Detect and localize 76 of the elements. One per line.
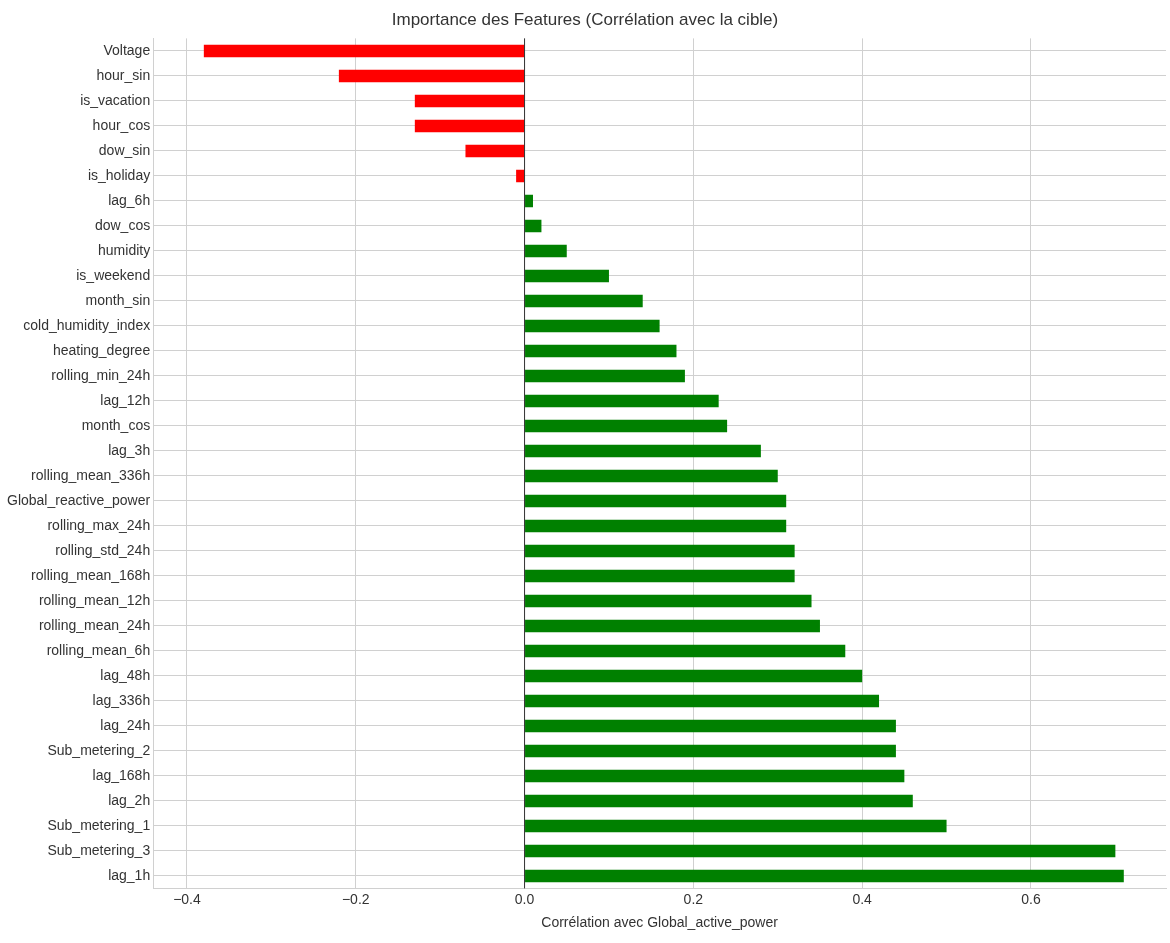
bar — [525, 819, 947, 833]
y-tick-label: lag_168h — [92, 766, 151, 783]
y-tick-label: lag_12h — [100, 391, 151, 408]
bar — [414, 94, 525, 108]
bar — [525, 669, 863, 683]
y-tick-label: rolling_mean_24h — [38, 616, 151, 633]
y-tick-label: Sub_metering_1 — [47, 816, 151, 833]
y-tick-label: month_sin — [85, 291, 151, 308]
bar — [525, 769, 905, 783]
y-tick-label: is_vacation — [80, 91, 151, 108]
bar — [525, 419, 728, 433]
y-tick-label: hour_sin — [96, 66, 151, 83]
x-tick-label: 0.0 — [514, 890, 535, 907]
x-tick-label: 0.4 — [852, 890, 873, 907]
y-tick-label: is_weekend — [76, 266, 151, 283]
y-tick-label: rolling_min_24h — [51, 366, 151, 383]
x-tick-label: −0.4 — [173, 890, 201, 907]
y-tick-label: rolling_mean_168h — [31, 566, 151, 583]
bar — [525, 269, 609, 283]
bar — [525, 544, 795, 558]
y-tick-label: Sub_metering_2 — [47, 741, 151, 758]
bar — [525, 319, 660, 333]
bar — [525, 519, 787, 533]
y-tick-label: rolling_max_24h — [47, 516, 151, 533]
y-tick-label: rolling_mean_6h — [46, 641, 151, 658]
bar — [525, 744, 896, 758]
y-tick-label: is_holiday — [87, 166, 151, 183]
bar — [525, 369, 685, 383]
x-tick-label: 0.2 — [683, 890, 704, 907]
bar — [516, 169, 525, 183]
y-tick-label: lag_6h — [108, 191, 151, 208]
y-tick-label: lag_1h — [108, 866, 151, 883]
bar — [525, 344, 677, 358]
y-tick-label: Sub_metering_3 — [47, 841, 151, 858]
y-tick-label: humidity — [98, 241, 151, 258]
y-tick-label: hour_cos — [92, 116, 151, 133]
y-tick-label: lag_336h — [92, 691, 151, 708]
y-tick-label: Voltage — [103, 41, 151, 58]
bar — [203, 44, 525, 58]
y-tick-label: dow_sin — [98, 141, 151, 158]
bar — [525, 569, 795, 583]
bar — [414, 119, 525, 133]
y-tick-label: cold_humidity_index — [23, 316, 151, 333]
bar — [525, 694, 880, 708]
bar — [525, 869, 1124, 883]
y-tick-label: dow_cos — [94, 216, 151, 233]
y-tick-label: lag_3h — [108, 441, 151, 458]
bar — [525, 844, 1116, 858]
bar — [525, 294, 643, 308]
bar — [525, 219, 542, 233]
y-tick-label: month_cos — [81, 416, 151, 433]
bar — [525, 794, 913, 808]
bar — [525, 719, 896, 733]
bar — [525, 594, 812, 608]
y-tick-label: lag_2h — [108, 791, 151, 808]
y-tick-label: Global_reactive_power — [6, 491, 151, 508]
y-tick-label: lag_24h — [100, 716, 151, 733]
bar — [338, 69, 525, 83]
x-axis-title: Corrélation avec Global_active_power — [541, 914, 779, 931]
bar — [525, 394, 719, 408]
bar — [525, 444, 761, 458]
x-tick-label: −0.2 — [341, 890, 370, 907]
bar — [525, 469, 778, 483]
y-tick-label: heating_degree — [52, 341, 151, 358]
y-tick-label: rolling_std_24h — [55, 541, 151, 558]
y-tick-label: rolling_mean_336h — [31, 466, 151, 483]
y-tick-label: rolling_mean_12h — [38, 591, 151, 608]
bar — [525, 244, 567, 258]
bar — [525, 194, 533, 208]
bar — [525, 494, 787, 508]
bar — [465, 144, 525, 158]
y-tick-label: lag_48h — [100, 666, 151, 683]
x-tick-label: 0.6 — [1021, 890, 1041, 907]
bar — [525, 619, 820, 633]
bar — [525, 644, 846, 658]
chart-title: Importance des Features (Corrélation avec la cible) — [391, 9, 779, 29]
